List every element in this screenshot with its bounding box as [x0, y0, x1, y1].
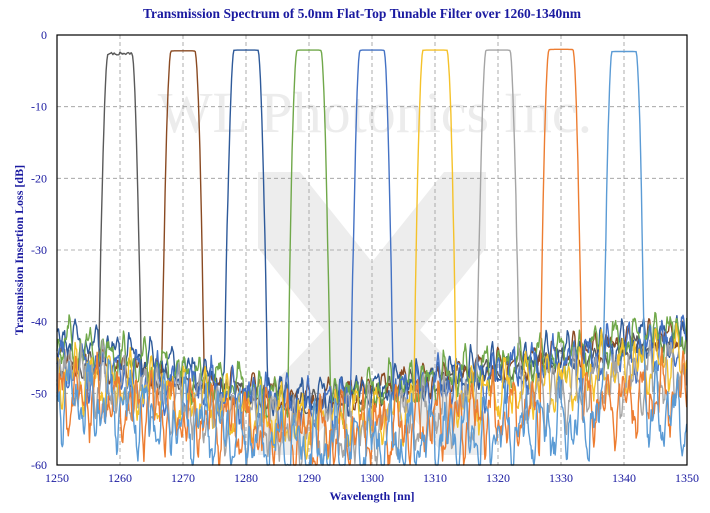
watermark-logo: [258, 172, 486, 455]
series-line-1340: [56, 50, 688, 466]
x-tick-label: 1320: [486, 471, 510, 485]
x-tick-label: 1310: [423, 471, 447, 485]
y-tick-label: -20: [31, 171, 47, 185]
x-tick-label: 1350: [675, 471, 699, 485]
chart-title: Transmission Spectrum of 5.0nm Flat-Top …: [143, 6, 582, 21]
y-tick-label: -50: [31, 386, 47, 400]
y-tick-label: 0: [41, 28, 47, 42]
x-axis: 1250 1260 1270 1280 1290 1300 1310 1320 1330 1340…: [45, 471, 699, 485]
x-tick-label: 1250: [45, 471, 69, 485]
x-tick-label: 1340: [612, 471, 636, 485]
x-tick-label: 1270: [171, 471, 195, 485]
plot-frame: [56, 34, 688, 466]
y-tick-label: -30: [31, 243, 47, 257]
x-tick-label: 1300: [360, 471, 384, 485]
grid: [57, 35, 687, 465]
watermark-text: WL Photonics Inc.: [158, 80, 592, 145]
x-axis-label: Wavelength [nn]: [329, 489, 414, 503]
x-tick-label: 1280: [234, 471, 258, 485]
y-axis-label: Transmission Insertion Loss [dB]: [12, 165, 26, 335]
x-tick-label: 1260: [108, 471, 132, 485]
y-tick-label: -60: [31, 458, 47, 472]
y-axis: 0 -10 -20 -30 -40 -50 -60: [31, 28, 47, 472]
x-tick-label: 1290: [297, 471, 321, 485]
y-tick-label: -10: [31, 100, 47, 114]
x-tick-label: 1330: [549, 471, 573, 485]
series-group: [56, 48, 688, 466]
y-tick-label: -40: [31, 315, 47, 329]
